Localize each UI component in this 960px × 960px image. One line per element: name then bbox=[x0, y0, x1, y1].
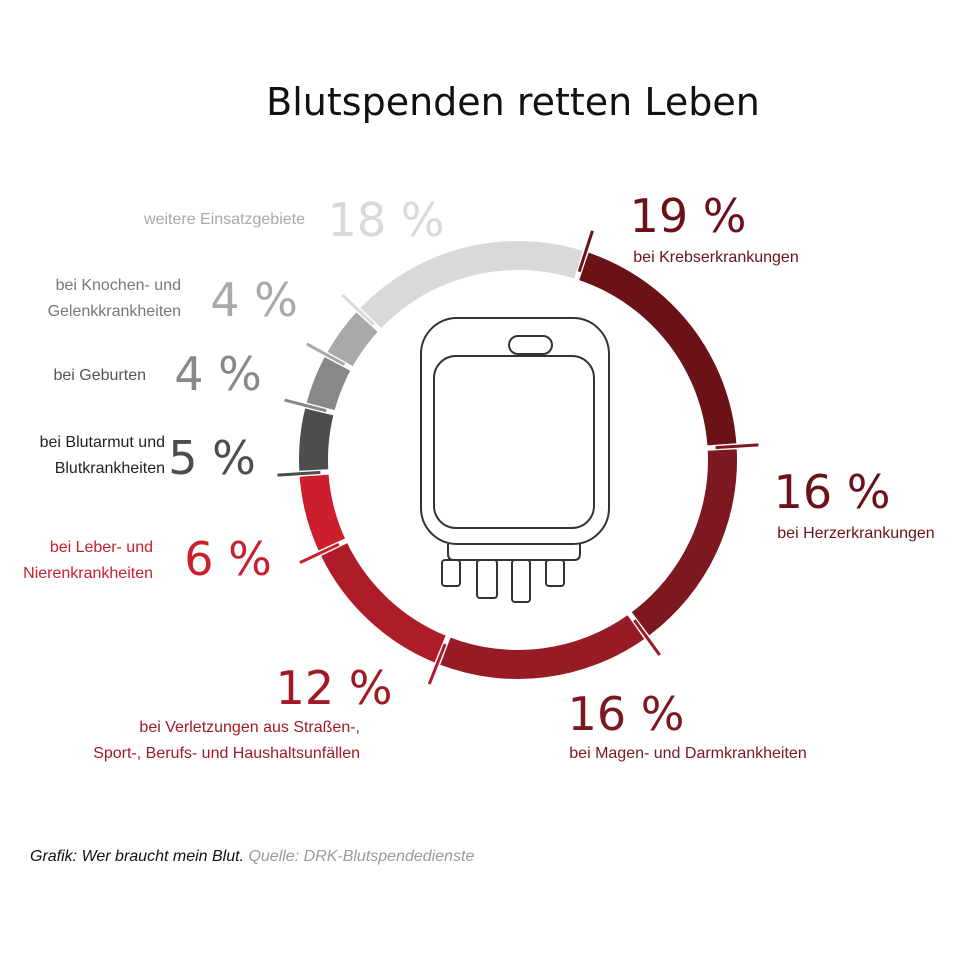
slice-category-label: Gelenkkrankheiten bbox=[48, 303, 181, 320]
slice-separator-tick bbox=[306, 342, 346, 366]
chart-title: Blutspenden retten Leben bbox=[266, 80, 760, 124]
slice-separator-tick bbox=[633, 619, 661, 656]
slice-percent-label: 4 % bbox=[210, 273, 298, 327]
slice-separator-tick bbox=[284, 398, 327, 413]
slice-separator-tick bbox=[299, 542, 340, 564]
donut-slices bbox=[299, 240, 737, 679]
footer: Grafik: Wer braucht mein Blut. Quelle: D… bbox=[30, 848, 474, 866]
donut-slice bbox=[299, 408, 334, 471]
slice-category-label: bei Knochen- und bbox=[56, 277, 181, 294]
donut-slice bbox=[299, 474, 345, 551]
slice-category-label: bei Blutarmut und bbox=[40, 434, 165, 451]
slice-category-label: bei Herzerkrankungen bbox=[777, 525, 934, 542]
slice-separators bbox=[277, 230, 759, 685]
slice-percent-label: 4 % bbox=[174, 347, 262, 401]
slice-percent-label: 12 % bbox=[276, 661, 393, 715]
slice-percent-label: 16 % bbox=[568, 687, 685, 741]
donut-slice bbox=[321, 543, 446, 663]
donut-slice bbox=[306, 357, 351, 411]
slice-category-label: bei Geburten bbox=[53, 367, 146, 384]
blood-bag-icon bbox=[420, 317, 610, 603]
slice-category-label: Blutkrankheiten bbox=[55, 460, 165, 477]
slice-separator-tick bbox=[715, 443, 759, 450]
slice-category-label: bei Krebserkrankungen bbox=[633, 249, 798, 266]
slice-category-label: bei Verletzungen aus Straßen-, bbox=[139, 719, 360, 736]
slice-separator-tick bbox=[341, 293, 375, 326]
donut-slice bbox=[440, 615, 645, 679]
slice-percent-label: 19 % bbox=[630, 189, 747, 243]
slice-category-label: Nierenkrankheiten bbox=[23, 565, 153, 582]
slice-percent-label: 16 % bbox=[774, 465, 891, 519]
slice-category-label: Sport-, Berufs- und Haushaltsunfällen bbox=[93, 745, 360, 762]
donut-slice bbox=[360, 240, 583, 329]
footer-source: Quelle: DRK-Blutspendedienste bbox=[248, 848, 475, 865]
slice-category-label: bei Leber- und bbox=[50, 539, 153, 556]
slice-category-label: weitere Einsatzgebiete bbox=[143, 211, 305, 228]
donut-slice bbox=[327, 312, 378, 367]
slice-percent-label: 5 % bbox=[168, 431, 256, 485]
footer-graphic-credit: Grafik: Wer braucht mein Blut. bbox=[30, 848, 244, 865]
slice-separator-tick bbox=[427, 643, 447, 685]
slice-separator-tick bbox=[577, 230, 594, 273]
slice-percent-label: 6 % bbox=[184, 532, 272, 586]
donut-slice bbox=[631, 449, 737, 636]
slice-separator-tick bbox=[277, 470, 321, 477]
slice-category-label: bei Magen- und Darmkrankheiten bbox=[569, 745, 806, 762]
slice-labels: 19 % bei Krebserkrankungen 16 % bei Herzerk… bbox=[23, 189, 935, 762]
donut-slice bbox=[579, 252, 737, 446]
slice-percent-label: 18 % bbox=[328, 193, 445, 247]
